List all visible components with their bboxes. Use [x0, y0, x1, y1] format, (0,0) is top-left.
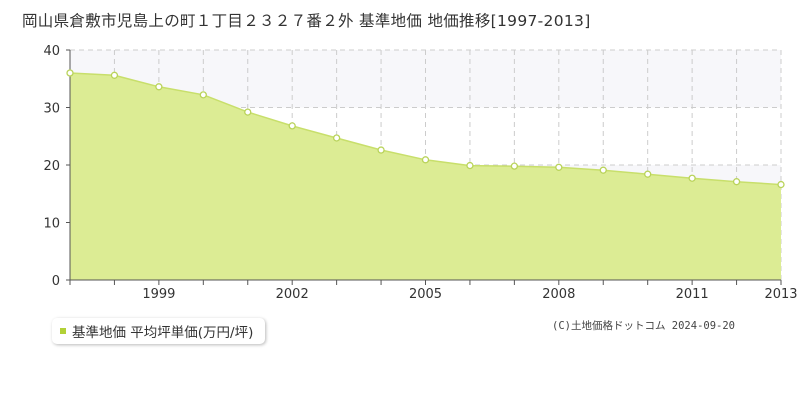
copyright-text: (C)土地価格ドットコム 2024-09-20	[552, 320, 736, 332]
y-axis-labels: 0 10 20 30 40	[43, 44, 60, 289]
legend-label: 基準地価 平均坪単価(万円/坪)	[72, 325, 254, 341]
data-point	[244, 108, 252, 116]
data-point	[110, 71, 119, 79]
data-point	[688, 174, 696, 182]
x-axis-labels: 1999 2002 2005 2008 2011 2013	[142, 287, 797, 302]
area-fill	[70, 73, 781, 280]
data-point	[155, 83, 163, 91]
data-point	[199, 91, 207, 99]
data-point	[288, 122, 296, 130]
y-tick-label: 0	[52, 274, 60, 289]
y-tick-label: 30	[43, 102, 60, 117]
x-tick-label: 2013	[764, 287, 797, 302]
data-point	[644, 170, 652, 178]
data-point	[510, 162, 519, 170]
data-points	[66, 69, 785, 189]
y-tick-label: 10	[43, 217, 60, 232]
x-tick-label: 2002	[276, 287, 309, 302]
x-tick-label: 2011	[676, 287, 709, 302]
data-point	[732, 178, 741, 186]
y-tick-label: 20	[43, 159, 60, 174]
data-point	[466, 161, 474, 170]
data-point	[377, 146, 385, 154]
legend-swatch-icon	[60, 328, 66, 334]
y-tick-label: 40	[43, 44, 60, 59]
legend: 基準地価 平均坪単価(万円/坪)	[52, 318, 266, 344]
data-point	[332, 134, 341, 142]
x-tick-label: 2005	[409, 287, 442, 302]
data-point	[555, 163, 563, 171]
chart-title: 岡山県倉敷市児島上の町１丁目２３２７番２外 基準地価 地価推移[1997-201…	[22, 12, 591, 30]
data-point	[66, 69, 74, 77]
x-tick-label: 1999	[142, 287, 175, 302]
data-point	[599, 166, 607, 174]
data-point	[777, 180, 785, 189]
data-point	[421, 156, 430, 164]
x-tick-label: 2008	[542, 287, 575, 302]
axes	[66, 49, 782, 285]
